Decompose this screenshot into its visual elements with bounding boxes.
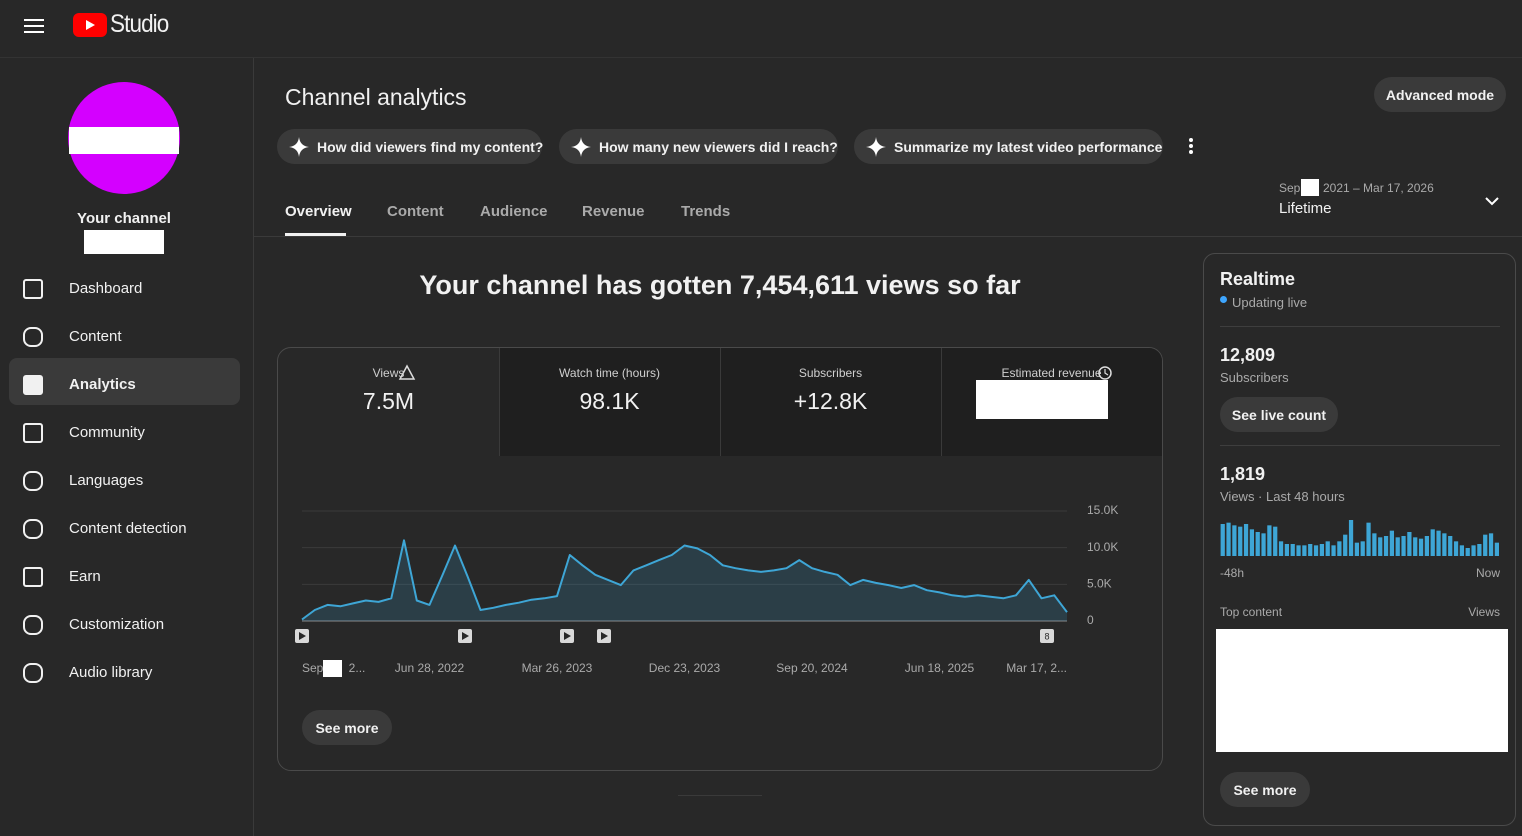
nav-icon <box>23 471 43 491</box>
see-more-button[interactable]: See more <box>1220 772 1310 807</box>
metric-label[interactable]: Estimated revenue <box>1001 366 1102 380</box>
chip-label[interactable]: How many new viewers did I reach? <box>599 139 838 155</box>
date-range-label[interactable]: Lifetime <box>1279 200 1332 217</box>
divider <box>1220 326 1500 327</box>
nav-icon <box>23 567 43 587</box>
tab-underline <box>285 233 346 236</box>
chip[interactable]: How many new viewers did I reach? <box>559 129 838 164</box>
top-content-metric: Views <box>1468 605 1500 619</box>
chip[interactable]: How did viewers find my content? <box>277 129 544 164</box>
live-count-button[interactable]: See live count <box>1220 397 1338 432</box>
views-label: Views · Last 48 hours <box>1220 489 1345 504</box>
realtime-status: Updating live <box>1232 295 1308 310</box>
nav-item[interactable]: Content <box>69 328 122 345</box>
views-count: 1,819 <box>1220 464 1266 484</box>
chip-label[interactable]: How did viewers find my content? <box>317 139 544 155</box>
nav-item[interactable]: Languages <box>69 472 144 489</box>
nav-active-background <box>9 358 240 405</box>
logo-text[interactable]: Studio <box>110 10 169 38</box>
scroll-indicator <box>678 795 762 796</box>
redaction <box>1216 629 1508 752</box>
nav-item[interactable]: Audio library <box>69 664 153 681</box>
see-more-button[interactable]: See more <box>302 710 392 745</box>
sparkle-icon <box>571 137 591 157</box>
menu-button[interactable] <box>24 18 46 36</box>
realtime-start-label: -48h <box>1220 566 1245 580</box>
realtime-title: Realtime <box>1220 269 1296 289</box>
date-range-start[interactable]: Sep <box>1279 181 1301 195</box>
date-dropdown[interactable] <box>1484 195 1500 207</box>
nav-icon <box>23 327 43 347</box>
metric-value[interactable]: 7.5M <box>362 388 415 414</box>
channel-label: Your channel <box>77 210 171 227</box>
metric-divider <box>720 348 721 456</box>
metric-label[interactable]: Watch time (hours) <box>559 366 660 380</box>
chip[interactable]: Summarize my latest video performance <box>854 129 1163 164</box>
metric-divider <box>941 348 942 456</box>
nav-item[interactable]: Customization <box>69 616 165 633</box>
advanced-mode-button[interactable]: Advanced mode <box>1374 77 1506 112</box>
tab[interactable]: Revenue <box>582 203 645 220</box>
tab[interactable]: Overview <box>285 203 352 220</box>
metric-label[interactable]: Views <box>372 366 405 380</box>
logo-icon[interactable] <box>73 13 107 37</box>
nav-icon <box>23 279 43 299</box>
tab[interactable]: Audience <box>480 203 548 220</box>
nav-icon <box>23 423 43 443</box>
tabs-divider <box>254 236 1522 237</box>
nav-icon <box>23 615 43 635</box>
redaction <box>84 230 164 254</box>
metric-label[interactable]: Subscribers <box>798 366 863 380</box>
header <box>0 0 1522 58</box>
metric-value[interactable]: 98.1K <box>579 388 640 414</box>
nav-item[interactable]: Analytics <box>69 376 136 393</box>
realtime-panel <box>1203 253 1516 826</box>
top-content-label: Top content <box>1220 605 1283 619</box>
nav-item[interactable]: Dashboard <box>69 280 143 297</box>
sidebar <box>0 58 254 836</box>
metric-divider <box>499 348 500 456</box>
metric-value[interactable]: +12.8K <box>793 388 868 414</box>
subscriber-label: Subscribers <box>1220 370 1289 385</box>
redaction <box>1301 179 1319 196</box>
page-title: Channel analytics <box>285 84 467 110</box>
realtime-end-label: Now <box>1475 566 1500 580</box>
date-range-end[interactable]: 2021 – Mar 17, 2026 <box>1323 181 1434 195</box>
chip-label[interactable]: Summarize my latest video performance <box>894 139 1163 155</box>
more-button[interactable] <box>1186 137 1196 155</box>
nav-icon <box>23 519 43 539</box>
sparkle-icon <box>289 137 309 157</box>
tab[interactable]: Content <box>387 203 444 220</box>
headline: Your channel has gotten 7,454,611 views … <box>419 270 1021 300</box>
nav-item[interactable]: Community <box>69 424 145 441</box>
tab[interactable]: Trends <box>681 203 731 220</box>
live-dot <box>1220 296 1227 303</box>
subscriber-count: 12,809 <box>1220 345 1276 365</box>
sparkle-icon <box>866 137 886 157</box>
redaction <box>976 380 1108 419</box>
nav-icon <box>23 375 43 395</box>
divider <box>1220 445 1500 446</box>
nav-item[interactable]: Content detection <box>69 520 187 537</box>
nav-icon <box>23 663 43 683</box>
redaction <box>69 127 179 154</box>
nav-item[interactable]: Earn <box>69 568 101 585</box>
